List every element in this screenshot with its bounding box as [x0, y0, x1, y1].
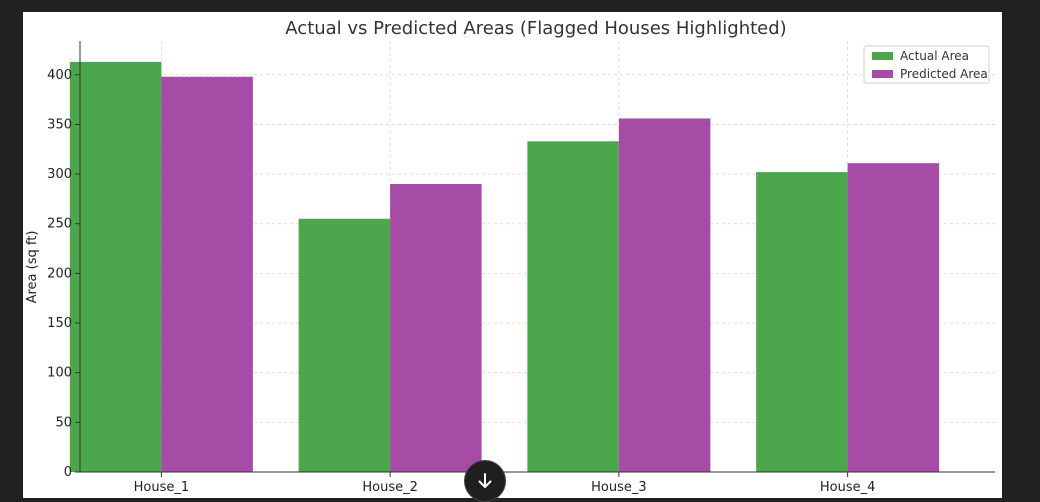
axes — [75, 41, 995, 477]
bar-chart: Actual vs Predicted Areas (Flagged House… — [23, 12, 1002, 498]
y-tick-label: 400 — [47, 68, 72, 83]
bar-predicted-house-2 — [390, 184, 482, 472]
legend-label-predicted: Predicted Area — [900, 67, 988, 81]
y-tick-label: 250 — [47, 217, 72, 232]
legend-box — [863, 45, 990, 84]
y-tick-label: 0 — [64, 465, 72, 480]
tick-labels: 0 50 100 150 200 250 300 350 400 House_1 House_2 Ho… — [47, 68, 875, 495]
scroll-down-button[interactable] — [464, 460, 506, 502]
legend: Actual Area Predicted Area — [863, 45, 990, 84]
bar-series — [69, 61, 940, 473]
y-tick-label: 350 — [47, 117, 72, 132]
bar-actual-house-3 — [527, 141, 619, 472]
bar-predicted-house-3 — [618, 118, 711, 473]
y-tick-label: 100 — [47, 366, 72, 381]
bar-actual-house-4 — [756, 172, 848, 472]
bar-predicted-house-4 — [847, 163, 940, 472]
bar-actual-house-1 — [69, 61, 162, 473]
legend-swatch-actual — [872, 52, 893, 60]
arrow-down-icon — [478, 473, 492, 488]
y-tick-label: 150 — [47, 316, 72, 331]
x-tick-label: House_1 — [134, 480, 190, 495]
y-axis-label: Area (sq ft) — [25, 231, 40, 304]
bar-predicted-house-1 — [161, 76, 253, 472]
legend-label-actual: Actual Area — [900, 49, 969, 63]
y-tick-label: 200 — [47, 266, 72, 281]
y-tick-label: 50 — [55, 415, 72, 430]
y-tick-label: 300 — [47, 167, 72, 182]
chart-title: Actual vs Predicted Areas (Flagged House… — [285, 18, 786, 39]
legend-swatch-predicted — [872, 70, 893, 78]
x-tick-label: House_3 — [591, 480, 647, 495]
chart-image: Actual vs Predicted Areas (Flagged House… — [23, 12, 1002, 498]
bar-actual-house-2 — [298, 218, 391, 472]
x-tick-label: House_4 — [820, 480, 876, 495]
x-tick-label: House_2 — [362, 480, 418, 495]
